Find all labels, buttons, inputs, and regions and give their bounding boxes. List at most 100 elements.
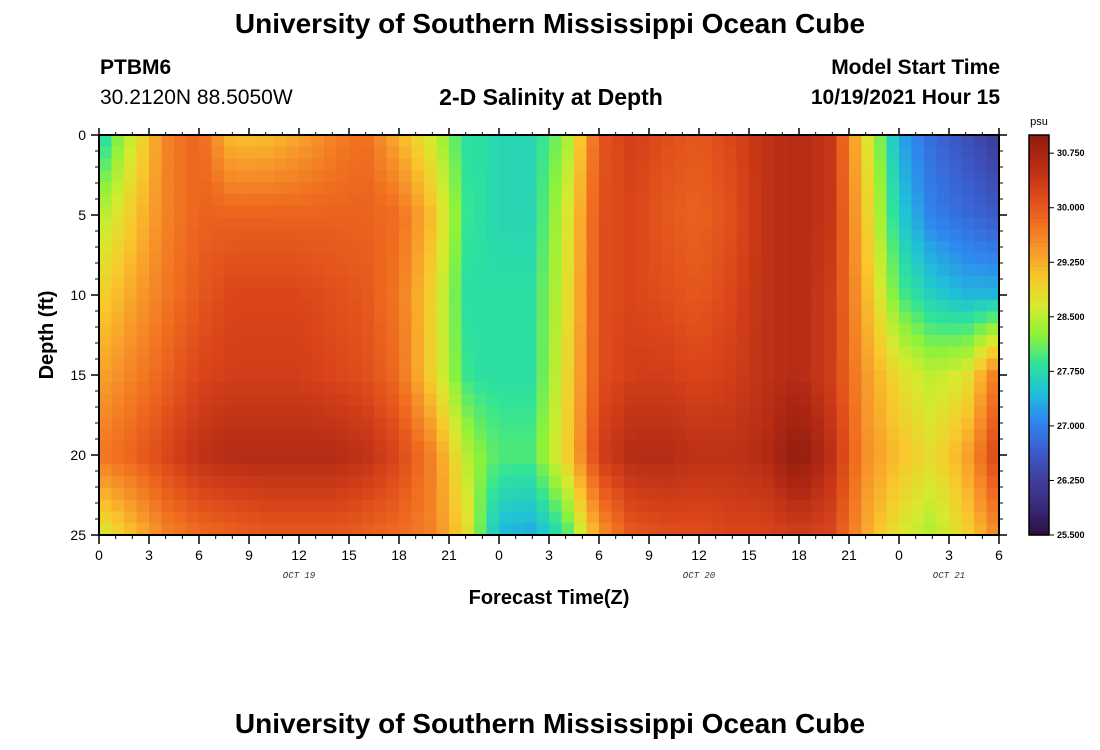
heatmap-cell [761, 182, 775, 195]
heatmap-cell [824, 287, 838, 301]
heatmap-cell [711, 182, 725, 195]
heatmap-cell [274, 182, 288, 195]
heatmap-cell [474, 146, 488, 160]
heatmap-cell [761, 511, 775, 524]
heatmap-cell [249, 499, 263, 513]
heatmap-cell [611, 205, 625, 218]
heatmap-cell [199, 252, 213, 266]
heatmap-cell [636, 417, 650, 430]
colorbar-swatch [1029, 475, 1049, 480]
heatmap-cell [599, 182, 613, 195]
heatmap-cell [374, 393, 388, 407]
heatmap-cell [661, 382, 675, 395]
heatmap-cell [149, 311, 163, 324]
heatmap-cell [249, 370, 263, 383]
heatmap-cell [511, 499, 525, 513]
heatmap-cell [474, 405, 488, 418]
heatmap-cell [699, 135, 713, 148]
heatmap-cell [761, 311, 775, 324]
heatmap-cell [649, 323, 663, 336]
heatmap-cell [336, 511, 350, 524]
heatmap-cell [511, 135, 525, 148]
heatmap-cell [161, 511, 175, 524]
station-coordinates: 30.2120N 88.5050W [100, 86, 293, 109]
heatmap-cell [536, 146, 550, 160]
heatmap-cell [786, 240, 800, 254]
heatmap-cell [536, 217, 550, 230]
heatmap-cell [649, 382, 663, 395]
heatmap-cell [974, 464, 988, 477]
heatmap-cell [399, 158, 413, 171]
heatmap-cell [461, 476, 475, 489]
heatmap-cell [711, 393, 725, 407]
heatmap-cell [586, 382, 600, 395]
heatmap-cell [211, 299, 225, 313]
heatmap-cell [161, 358, 175, 371]
heatmap-cell [449, 464, 463, 477]
heatmap-cell [924, 511, 938, 524]
colorbar-swatch [1029, 467, 1049, 472]
heatmap-cell [749, 182, 763, 195]
heatmap-cell [611, 217, 625, 230]
heatmap-cell [886, 346, 900, 360]
heatmap-cell [261, 464, 275, 477]
heatmap-cell [699, 393, 713, 407]
y-tick-label: 5 [78, 207, 86, 223]
heatmap-cell [374, 240, 388, 254]
heatmap-cell [674, 523, 688, 536]
heatmap-cell [136, 299, 150, 313]
heatmap-cell [599, 252, 613, 266]
heatmap-cell [161, 393, 175, 407]
model-start-value: 10/19/2021 Hour 15 [810, 86, 1000, 109]
heatmap-cell [199, 393, 213, 407]
heatmap-cell [324, 323, 338, 336]
heatmap-cell [836, 429, 850, 442]
heatmap-cell [786, 299, 800, 313]
heatmap-cell [249, 264, 263, 277]
heatmap-cell [286, 405, 300, 418]
heatmap-cell [111, 382, 125, 395]
heatmap-cell [236, 158, 250, 171]
heatmap-cell [661, 499, 675, 513]
heatmap-cell [561, 158, 575, 171]
heatmap-cell [374, 276, 388, 289]
heatmap-cell [324, 346, 338, 360]
heatmap-cell [611, 417, 625, 430]
heatmap-cell [324, 393, 338, 407]
heatmap-cell [824, 146, 838, 160]
heatmap-cell [686, 276, 700, 289]
heatmap-cell [311, 229, 325, 242]
heatmap-cell [886, 205, 900, 218]
heatmap-cell [636, 499, 650, 513]
heatmap-cell [286, 523, 300, 536]
heatmap-cell [524, 452, 538, 466]
heatmap-cell [874, 440, 888, 454]
heatmap-cell [274, 252, 288, 266]
heatmap-cell [561, 487, 575, 501]
heatmap-cell [461, 193, 475, 207]
heatmap-cell [336, 170, 350, 183]
heatmap-cell [186, 382, 200, 395]
heatmap-cell [211, 217, 225, 230]
heatmap-cell [486, 417, 500, 430]
heatmap-cell [774, 276, 788, 289]
heatmap-cell [299, 440, 313, 454]
heatmap-cell [399, 346, 413, 360]
heatmap-cell [174, 358, 188, 371]
heatmap-cell [874, 323, 888, 336]
heatmap-cell [424, 405, 438, 418]
heatmap-cell [949, 287, 963, 301]
heatmap-cell [874, 405, 888, 418]
heatmap-cell [561, 417, 575, 430]
heatmap-cell [586, 252, 600, 266]
heatmap-cell [424, 440, 438, 454]
heatmap-cell [261, 158, 275, 171]
page-title: University of Southern Mississippi Ocean… [234, 8, 866, 39]
heatmap-cell [449, 452, 463, 466]
heatmap-cell [261, 229, 275, 242]
heatmap-cell [586, 135, 600, 148]
heatmap-cell [599, 240, 613, 254]
heatmap-cell [874, 452, 888, 466]
heatmap-cell [436, 417, 450, 430]
heatmap-cell [124, 182, 138, 195]
